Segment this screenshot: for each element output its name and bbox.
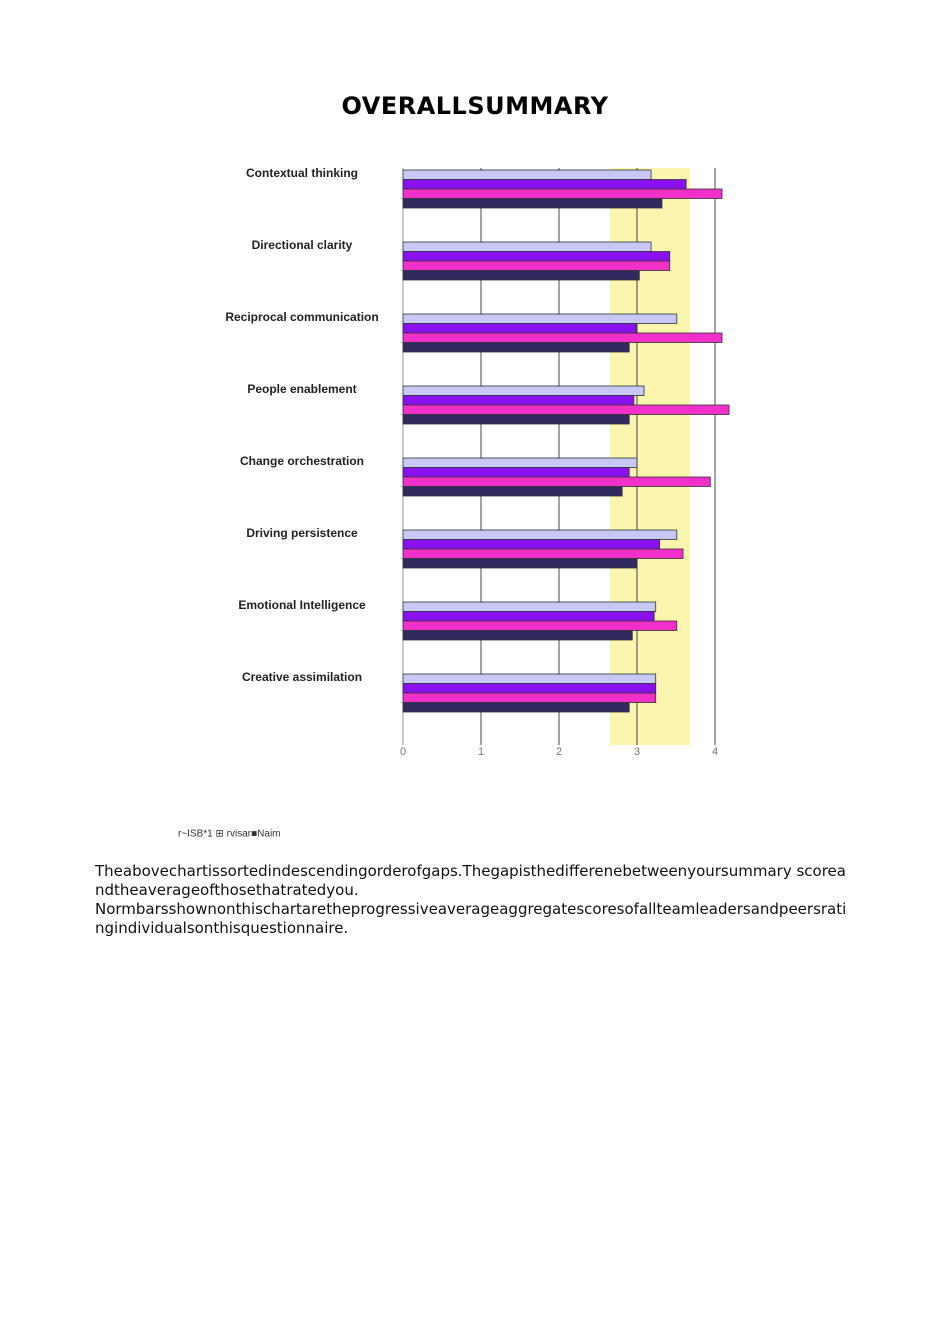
x-tick-label: 3 xyxy=(634,746,640,758)
paragraph: Theabovechartissortedindescendingorderof… xyxy=(95,862,846,899)
category-label: Contextual thinking xyxy=(246,166,358,180)
bar xyxy=(402,270,640,281)
bar xyxy=(402,313,678,324)
bar xyxy=(402,673,657,684)
paragraph: Normbarsshownonthischartaretheprogressiv… xyxy=(95,900,847,937)
category-label: Reciprocal communication xyxy=(225,310,378,324)
bar xyxy=(402,683,657,694)
bar xyxy=(402,558,638,569)
chart: 0 1 2 3 4 Contextual thinking Directional clar… xyxy=(178,166,730,840)
description: Theabovechartissortedindescendingorderof… xyxy=(95,862,855,938)
bar xyxy=(402,467,630,478)
bar xyxy=(402,188,723,199)
bar xyxy=(402,323,637,334)
bar xyxy=(402,241,652,252)
bar xyxy=(402,702,630,713)
bar xyxy=(402,601,657,612)
bar xyxy=(402,198,663,209)
bar xyxy=(402,404,730,415)
bar xyxy=(402,179,687,190)
x-tick-label: 0 xyxy=(400,746,406,758)
bar xyxy=(402,414,630,425)
bar xyxy=(402,332,723,343)
category-label: People enablement xyxy=(247,382,356,396)
bar xyxy=(402,260,671,271)
bar xyxy=(402,692,657,703)
bar xyxy=(402,611,655,622)
bar xyxy=(402,457,638,468)
page-title: OVERALLSUMMARY xyxy=(341,92,609,120)
x-tick-label: 4 xyxy=(712,746,718,758)
bar xyxy=(402,169,652,180)
bar xyxy=(402,476,711,487)
bar xyxy=(402,539,661,550)
bar xyxy=(402,548,684,559)
category-label: Change orchestration xyxy=(240,454,364,468)
x-tick-label: 2 xyxy=(556,746,562,758)
bar xyxy=(402,342,630,353)
x-tick-label: 1 xyxy=(478,746,484,758)
bar xyxy=(402,395,635,406)
bar xyxy=(402,251,671,262)
category-label: Driving persistence xyxy=(246,526,358,540)
category-label: Creative assimilation xyxy=(242,670,362,684)
bar xyxy=(402,620,678,631)
bar xyxy=(402,630,633,641)
bar xyxy=(402,529,678,540)
bar xyxy=(402,486,623,497)
category-label: Emotional Intelligence xyxy=(238,598,366,612)
legend: r~ISB*1 ⊞ rvisar■Naim xyxy=(178,829,281,840)
category-label: Directional clarity xyxy=(252,238,353,252)
bar xyxy=(402,385,645,396)
